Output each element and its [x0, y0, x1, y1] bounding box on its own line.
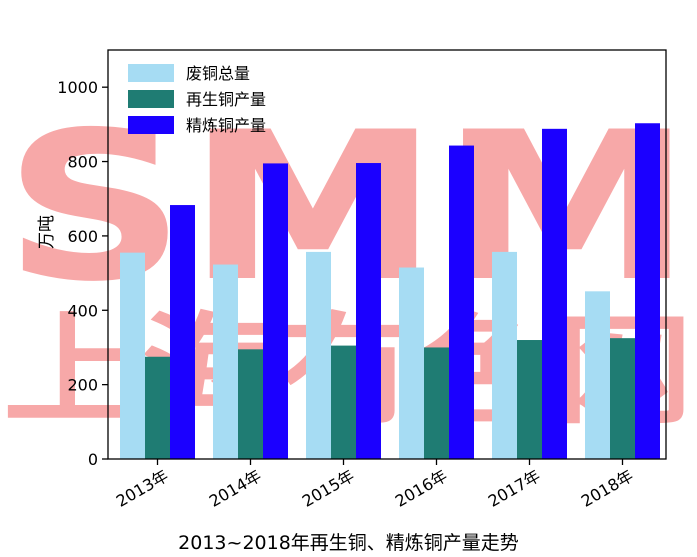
bar-3-3 — [356, 163, 381, 460]
chart-caption: 2013~2018年再生铜、精炼铜产量走势 — [178, 532, 519, 554]
bar-1-1 — [120, 252, 145, 459]
x-tick-label-0: 2013年 — [113, 466, 172, 511]
bar-2-6 — [610, 338, 635, 459]
legend-swatch-3 — [128, 116, 174, 134]
legend-label-3: 精炼铜产量 — [186, 116, 266, 135]
y-tick-label-5: 1000 — [57, 78, 98, 97]
bar-1-2 — [213, 264, 238, 459]
bar-1-5 — [492, 251, 517, 459]
bar-3-4 — [449, 145, 474, 460]
x-tick-label-4: 2017年 — [485, 466, 544, 511]
bar-3-5 — [542, 128, 567, 460]
bar-2-2 — [238, 349, 263, 459]
bar-3-1 — [170, 205, 195, 459]
legend-label-2: 再生铜产量 — [186, 90, 266, 109]
y-axis-title: 万吨 — [37, 215, 57, 249]
watermark-top: SMM — [3, 89, 693, 327]
bar-1-6 — [585, 291, 610, 459]
x-tick-label-3: 2016年 — [392, 466, 451, 511]
y-tick-label-0: 0 — [88, 450, 98, 469]
bar-2-4 — [424, 347, 449, 459]
bar-3-2 — [263, 163, 288, 459]
x-tick-label-2: 2015年 — [299, 466, 358, 511]
x-tick-label-1: 2014年 — [206, 466, 265, 511]
bar-2-1 — [145, 356, 170, 459]
x-tick-label-5: 2018年 — [578, 466, 637, 511]
legend-swatch-1 — [128, 64, 174, 82]
y-tick-label-1: 200 — [67, 376, 98, 395]
legend-label-1: 废铜总量 — [186, 64, 250, 83]
y-tick-label-4: 800 — [67, 153, 98, 172]
bar-2-3 — [331, 345, 356, 459]
y-tick-label-2: 400 — [67, 301, 98, 320]
bar-2-5 — [517, 340, 542, 459]
bars-layer — [120, 123, 660, 460]
bar-3-6 — [635, 123, 660, 460]
bar-1-3 — [306, 251, 331, 459]
plot-frame — [107, 49, 667, 460]
y-tick-label-3: 600 — [67, 227, 98, 246]
bar-1-4 — [399, 267, 424, 459]
legend-swatch-2 — [128, 90, 174, 108]
